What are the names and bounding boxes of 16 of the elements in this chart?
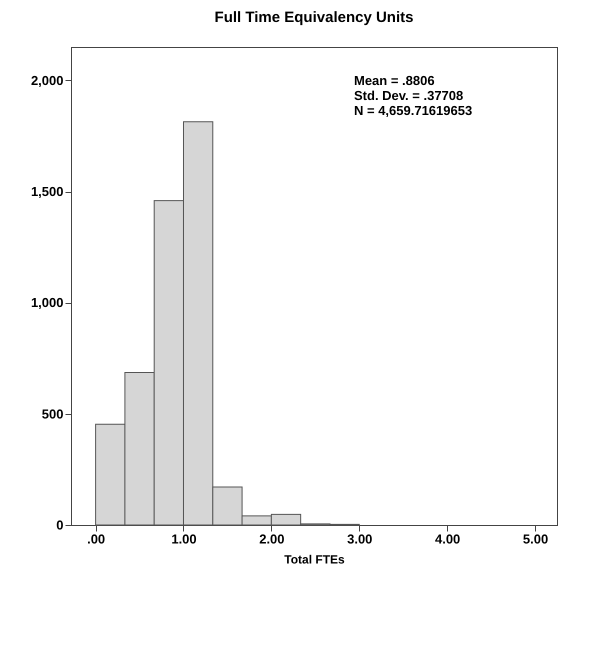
y-tick-label: 0 [56, 518, 64, 532]
y-tick-label: 2,000 [30, 72, 64, 88]
x-axis-title: Total FTEs [284, 552, 346, 566]
x-tick-label: 1.00 [171, 532, 197, 546]
x-tick-label: 3.00 [347, 532, 372, 546]
annotation: Mean = .8806 [354, 73, 435, 88]
x-tick-label: 5.00 [522, 532, 548, 546]
x-tick-label: 2.00 [259, 532, 285, 546]
x-tick-label: 4.00 [434, 532, 460, 546]
annotation: N = 4,659.71619653 [354, 103, 472, 118]
y-tick-label: 1,500 [30, 184, 64, 200]
y-tick-label: 1,000 [30, 295, 64, 310]
annotation: Std. Dev. = .37708 [354, 88, 464, 103]
x-tick-label: .00 [87, 532, 106, 546]
y-tick-label: 500 [42, 406, 64, 422]
chart-title: Full Time Equivalency Units [214, 9, 414, 26]
